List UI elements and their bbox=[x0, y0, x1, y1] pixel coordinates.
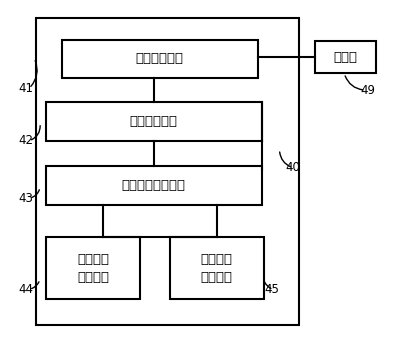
Text: 45: 45 bbox=[264, 283, 279, 296]
Text: 接收存储模块: 接收存储模块 bbox=[136, 53, 184, 65]
Bar bbox=[61, 40, 258, 78]
Bar bbox=[36, 18, 299, 325]
Text: 49: 49 bbox=[360, 84, 375, 97]
Bar bbox=[46, 237, 140, 299]
Text: 42: 42 bbox=[19, 134, 34, 147]
Text: 读取记录模块: 读取记录模块 bbox=[130, 115, 178, 128]
Text: 43: 43 bbox=[19, 192, 33, 205]
Text: 44: 44 bbox=[19, 283, 34, 296]
Bar bbox=[46, 166, 262, 205]
Text: 40: 40 bbox=[286, 161, 301, 174]
Text: 41: 41 bbox=[19, 82, 34, 95]
Text: 外部端: 外部端 bbox=[333, 51, 357, 64]
Bar bbox=[46, 102, 262, 141]
Text: 减少码率
处理模块: 减少码率 处理模块 bbox=[201, 253, 232, 284]
Bar bbox=[315, 41, 375, 73]
Text: 码率调整控制模块: 码率调整控制模块 bbox=[122, 179, 186, 192]
Bar bbox=[169, 237, 264, 299]
Text: 增加码率
处理模块: 增加码率 处理模块 bbox=[77, 253, 109, 284]
